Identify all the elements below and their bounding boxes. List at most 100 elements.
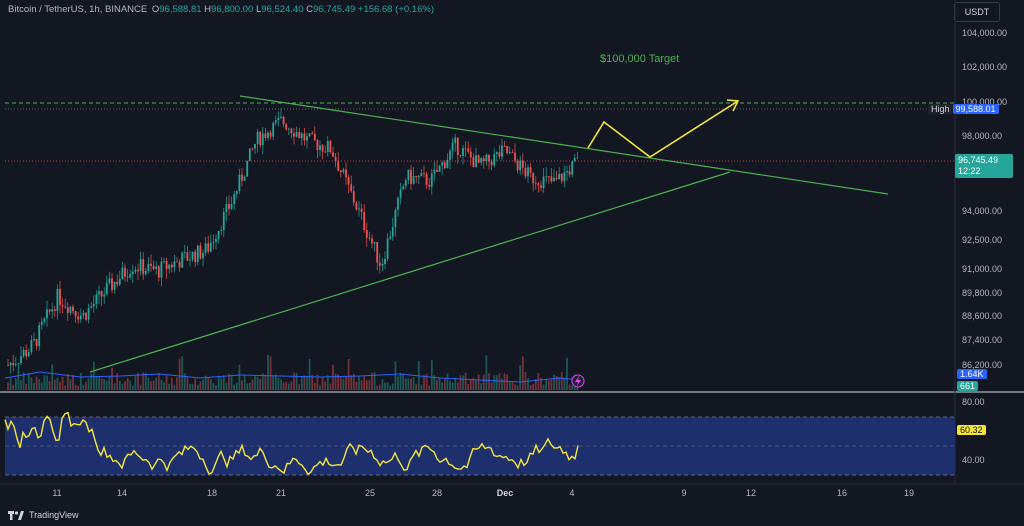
candle-body[interactable] [87, 307, 90, 320]
candle-body[interactable] [212, 241, 215, 243]
candle-body[interactable] [287, 128, 290, 130]
candle-body[interactable] [482, 158, 485, 162]
candle-body[interactable] [267, 132, 269, 139]
candle-body[interactable] [337, 161, 340, 171]
candle-body[interactable] [363, 212, 366, 231]
candle-body[interactable] [529, 167, 532, 173]
candle-body[interactable] [25, 350, 28, 357]
candle-body[interactable] [433, 169, 436, 174]
candle-body[interactable] [209, 242, 212, 252]
candle-body[interactable] [246, 160, 249, 177]
candle-body[interactable] [311, 133, 314, 134]
candle-body[interactable] [137, 269, 139, 272]
candle-body[interactable] [144, 270, 147, 275]
candle-body[interactable] [290, 128, 293, 134]
candle-body[interactable] [524, 167, 527, 177]
candle-body[interactable] [92, 303, 95, 307]
candle-body[interactable] [376, 242, 379, 263]
candle-body[interactable] [199, 245, 202, 259]
candle-body[interactable] [238, 174, 241, 192]
candle-body[interactable] [378, 262, 381, 266]
candle-body[interactable] [108, 278, 111, 283]
candle-body[interactable] [324, 151, 327, 153]
candle-body[interactable] [365, 230, 368, 238]
candle-body[interactable] [360, 208, 363, 213]
candle-body[interactable] [537, 183, 540, 186]
candle-body[interactable] [339, 170, 342, 172]
candle-body[interactable] [248, 148, 251, 161]
candle-body[interactable] [241, 174, 243, 181]
candle-body[interactable] [352, 191, 355, 203]
candle-body[interactable] [272, 123, 275, 137]
candle-body[interactable] [391, 227, 394, 237]
candle-body[interactable] [235, 191, 238, 195]
candle-body[interactable] [269, 132, 272, 137]
candle-body[interactable] [79, 315, 82, 320]
candle-body[interactable] [189, 259, 191, 261]
candle-body[interactable] [170, 264, 173, 268]
candle-body[interactable] [389, 236, 392, 239]
candle-body[interactable] [477, 155, 480, 163]
candle-body[interactable] [402, 186, 405, 190]
candle-body[interactable] [51, 309, 54, 312]
candle-body[interactable] [485, 154, 488, 162]
candle-body[interactable] [347, 177, 350, 185]
candle-body[interactable] [446, 159, 449, 169]
candle-body[interactable] [142, 259, 145, 275]
candle-body[interactable] [61, 305, 64, 307]
projection-path[interactable] [587, 100, 739, 158]
candle-body[interactable] [9, 362, 12, 366]
candle-body[interactable] [105, 282, 108, 295]
candle-body[interactable] [215, 238, 217, 242]
candle-body[interactable] [386, 238, 389, 259]
candle-body[interactable] [202, 252, 204, 259]
candle-body[interactable] [285, 124, 288, 130]
candle-body[interactable] [33, 339, 35, 341]
candle-body[interactable] [74, 311, 77, 317]
candle-body[interactable] [527, 167, 529, 177]
candle-body[interactable] [412, 175, 415, 184]
candle-body[interactable] [326, 141, 329, 152]
candle-body[interactable] [332, 152, 334, 157]
candle-body[interactable] [228, 203, 230, 209]
candle-body[interactable] [103, 294, 106, 297]
candle-body[interactable] [345, 169, 347, 178]
candlesticks[interactable] [7, 108, 579, 374]
candle-body[interactable] [131, 271, 134, 275]
candle-body[interactable] [113, 281, 116, 291]
candle-body[interactable] [264, 133, 267, 139]
candle-body[interactable] [56, 288, 59, 312]
candle-body[interactable] [342, 169, 345, 172]
candle-body[interactable] [553, 177, 555, 182]
candle-body[interactable] [20, 356, 22, 364]
candle-body[interactable] [116, 281, 119, 285]
candle-body[interactable] [139, 259, 142, 272]
candle-body[interactable] [59, 288, 61, 306]
candle-body[interactable] [319, 145, 321, 151]
candle-body[interactable] [495, 152, 498, 155]
candle-body[interactable] [77, 316, 80, 320]
candle-body[interactable] [176, 261, 178, 263]
candle-body[interactable] [516, 160, 519, 171]
candle-body[interactable] [519, 160, 522, 171]
candle-body[interactable] [12, 362, 15, 366]
candle-body[interactable] [451, 142, 454, 151]
candle-body[interactable] [306, 136, 308, 141]
candle-body[interactable] [430, 173, 433, 187]
candle-body[interactable] [329, 141, 332, 153]
candle-body[interactable] [277, 117, 280, 121]
candle-body[interactable] [506, 145, 509, 154]
candle-body[interactable] [243, 176, 246, 181]
candle-body[interactable] [295, 131, 298, 137]
candle-body[interactable] [381, 263, 384, 266]
candle-body[interactable] [438, 165, 441, 172]
candle-body[interactable] [493, 154, 496, 166]
candle-body[interactable] [415, 175, 418, 178]
candle-body[interactable] [540, 185, 542, 189]
candle-body[interactable] [568, 170, 571, 175]
candle-body[interactable] [417, 175, 420, 178]
candle-body[interactable] [222, 211, 225, 231]
candle-body[interactable] [233, 194, 236, 205]
candle-body[interactable] [534, 183, 537, 185]
candle-body[interactable] [129, 274, 132, 278]
